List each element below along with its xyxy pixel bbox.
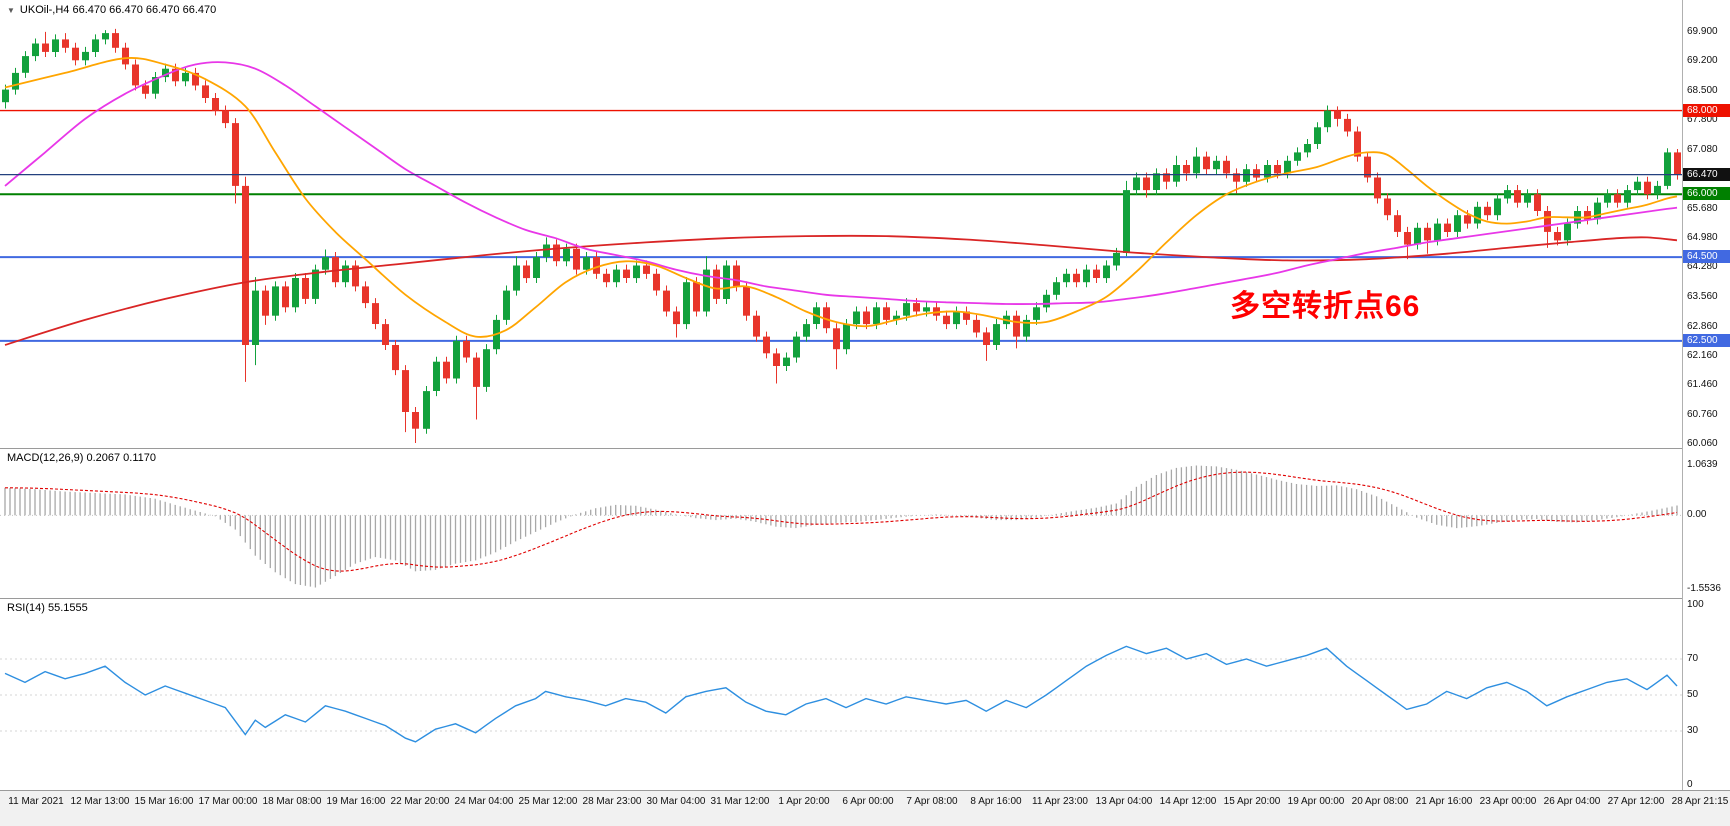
price-axis-label: 64.980 [1687, 231, 1718, 243]
price-level-badge: 66.000 [1683, 187, 1730, 201]
rsi-axis-label: 50 [1687, 689, 1699, 700]
macd-axis-label: 1.0639 [1687, 458, 1718, 470]
price-axis-label: 60.760 [1687, 408, 1718, 420]
time-axis-label: 12 Mar 13:00 [70, 796, 130, 807]
price-axis-label: 62.160 [1687, 350, 1718, 362]
price-axis-label: 62.860 [1687, 320, 1718, 332]
price-axis-label: 67.080 [1687, 144, 1718, 156]
symbol-ohlc-text: UKOil-,H4 66.470 66.470 66.470 66.470 [19, 4, 217, 16]
price-axis-label: 69.900 [1687, 25, 1718, 37]
time-axis-label: 6 Apr 00:00 [842, 796, 894, 807]
time-axis-label: 8 Apr 16:00 [970, 796, 1022, 807]
time-axis-label: 18 Mar 08:00 [262, 796, 322, 807]
time-axis-label: 28 Apr 21:15 [1671, 796, 1729, 807]
price-axis-label: 68.500 [1687, 84, 1718, 96]
time-axis-label: 1 Apr 20:00 [778, 796, 830, 807]
price-axis-label: 63.560 [1687, 291, 1718, 303]
macd-axis-label: -1.5536 [1687, 583, 1721, 595]
price-axis-label: 61.460 [1687, 379, 1718, 391]
one-click-trading-icon[interactable]: ▼ [7, 5, 15, 15]
time-axis-label: 30 Mar 04:00 [646, 796, 706, 807]
time-axis-label: 27 Apr 12:00 [1607, 796, 1665, 807]
time-axis-label: 15 Mar 16:00 [134, 796, 194, 807]
macd-axis-label: 0.00 [1687, 509, 1707, 521]
price-axis[interactable]: 69.900 69.200 68.500 67.800 67.080 65.680 64.9… [1682, 0, 1730, 790]
price-level-badge: 64.500 [1683, 250, 1730, 264]
price-level-badge: 68.000 [1683, 103, 1730, 117]
time-axis-label: 17 Mar 00:00 [198, 796, 258, 807]
rsi-canvas [0, 645, 1682, 743]
time-axis-label: 23 Apr 00:00 [1479, 796, 1537, 807]
time-axis-label: 22 Mar 20:00 [390, 796, 450, 807]
price-chart-pane[interactable]: ▼ UKOil-,H4 66.470 66.470 66.470 66.470 … [0, 0, 1682, 448]
time-axis-label: 25 Mar 12:00 [518, 796, 578, 807]
time-axis-label: 26 Apr 04:00 [1543, 796, 1601, 807]
time-axis-label: 28 Mar 23:00 [582, 796, 642, 807]
time-axis-label: 7 Apr 08:00 [906, 796, 958, 807]
time-axis-label: 11 Mar 2021 [8, 796, 64, 807]
rsi-pane[interactable]: RSI(14) 55.1555 [0, 598, 1682, 790]
price-axis-label: 65.680 [1687, 202, 1718, 214]
time-axis-label: 19 Mar 16:00 [326, 796, 386, 807]
price-axis-label: 60.060 [1687, 437, 1718, 449]
time-axis-label: 31 Mar 12:00 [710, 796, 770, 807]
time-axis-label: 20 Apr 08:00 [1351, 796, 1409, 807]
time-axis-label: 21 Apr 16:00 [1415, 796, 1473, 807]
time-axis-label: 14 Apr 12:00 [1159, 796, 1217, 807]
time-axis[interactable]: 11 Mar 2021 12 Mar 13:00 15 Mar 16:00 17 Ma… [0, 790, 1730, 826]
price-chart-canvas [0, 28, 1682, 443]
chart-symbol-info: ▼ UKOil-,H4 66.470 66.470 66.470 66.470 [7, 4, 216, 16]
price-axis-label: 67.800 [1687, 113, 1718, 125]
time-axis-label: 15 Apr 20:00 [1223, 796, 1281, 807]
time-axis-label: 11 Apr 23:00 [1032, 796, 1088, 807]
rsi-axis-label: 30 [1687, 725, 1699, 736]
time-axis-label: 24 Mar 04:00 [454, 796, 514, 807]
price-axis-label: 69.200 [1687, 55, 1718, 67]
time-axis-label: 19 Apr 00:00 [1287, 796, 1345, 807]
rsi-indicator-label: RSI(14) 55.1555 [7, 602, 88, 614]
macd-canvas [0, 465, 1682, 588]
price-axis-label: 64.280 [1687, 261, 1718, 273]
rsi-axis-label: 70 [1687, 653, 1699, 664]
time-axis-label: 13 Apr 04:00 [1095, 796, 1153, 807]
macd-indicator-label: MACD(12,26,9) 0.2067 0.1170 [7, 452, 156, 464]
current-price-badge: 66.470 [1683, 167, 1730, 181]
annotation-text[interactable]: 多空转折点66 [1230, 290, 1421, 323]
rsi-axis-label: 100 [1687, 599, 1704, 610]
price-level-badge: 62.500 [1683, 333, 1730, 347]
rsi-axis-label: 0 [1687, 779, 1693, 790]
macd-pane[interactable]: MACD(12,26,9) 0.2067 0.1170 [0, 448, 1682, 598]
